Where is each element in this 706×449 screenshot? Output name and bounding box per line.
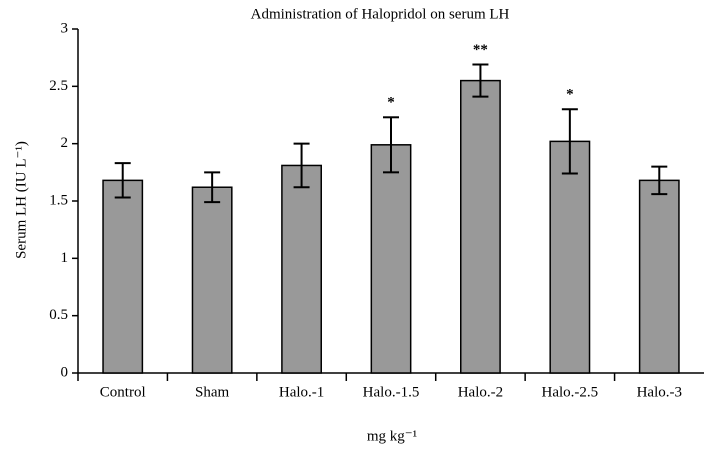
x-tick-label: Sham [195, 384, 230, 400]
y-tick-label: 2 [61, 135, 69, 151]
x-tick-label: Halo.-3 [637, 384, 682, 400]
x-tick-label: Halo.-2.5 [542, 384, 599, 400]
bar [102, 179, 144, 374]
bar [638, 179, 680, 374]
bar [281, 164, 322, 374]
y-tick-label: 1 [61, 250, 69, 266]
error-bar [561, 108, 578, 175]
x-axis-label: mg kg⁻¹ [367, 428, 417, 444]
x-tick-label: Halo.-2 [458, 384, 503, 400]
bar [460, 79, 501, 374]
x-tick-label: Control [100, 384, 146, 400]
significance-mark: * [566, 87, 574, 103]
significance-mark: * [387, 95, 395, 111]
y-axis-label: Serum LH (IU L⁻¹) [13, 141, 29, 259]
chart-title: Administration of Halopridol on serum LH [251, 6, 510, 22]
y-tick-label: 2.5 [49, 78, 68, 94]
error-bar [114, 162, 131, 199]
x-tick-label: Halo.-1 [279, 384, 324, 400]
y-tick-label: 1.5 [49, 192, 68, 208]
y-tick-label: 0 [61, 364, 69, 380]
y-tick-label: 3 [61, 20, 69, 36]
y-tick-label: 0.5 [49, 307, 68, 323]
significance-mark: ** [473, 42, 488, 58]
bar [549, 140, 591, 374]
error-bar [651, 165, 668, 196]
error-bar [472, 63, 489, 98]
bar [370, 144, 412, 374]
error-bar [293, 142, 310, 189]
x-tick-label: Halo.-1.5 [363, 384, 420, 400]
bar [191, 186, 233, 374]
error-bar [383, 116, 399, 174]
error-bar [204, 171, 221, 204]
